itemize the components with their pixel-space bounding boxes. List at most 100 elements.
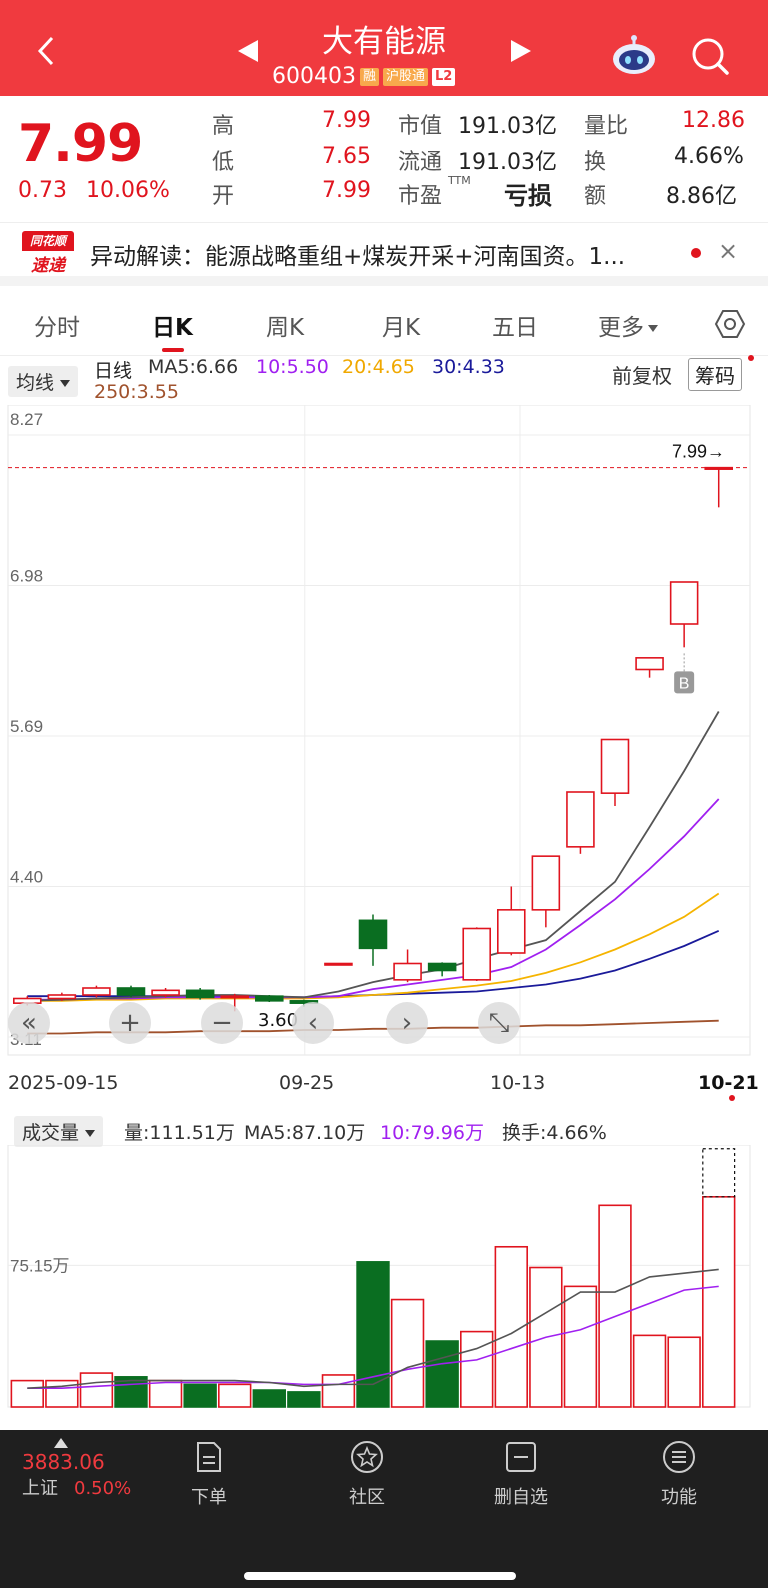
date-axis: 2025-09-15 09-25 10-13 10-21 <box>0 1058 768 1104</box>
remove-watchlist-button[interactable]: 删自选 <box>476 1440 566 1509</box>
candle-body <box>47 994 77 1000</box>
amount-value: 8.86亿 <box>666 184 737 209</box>
tab-weekly-k[interactable]: 周K <box>266 315 305 341</box>
volume-bar <box>321 1374 356 1408</box>
turnover-value: 4.66% <box>674 144 744 169</box>
tab-daily-k[interactable]: 日K <box>152 315 193 341</box>
home-indicator <box>244 1572 516 1580</box>
chip-distribution-button[interactable]: 筹码 <box>688 358 742 391</box>
candle-body <box>704 466 733 470</box>
scroll-left-button[interactable]: ‹ <box>292 1002 334 1044</box>
prev-stock-icon[interactable] <box>238 40 258 62</box>
close-alert-button[interactable]: × <box>718 237 739 265</box>
zoom-out-button[interactable]: − <box>201 1002 243 1044</box>
line-type-label: 日线 <box>94 360 133 382</box>
price-axis-label: 4.40 <box>10 868 43 887</box>
candle-body <box>393 962 422 981</box>
search-icon[interactable] <box>690 36 730 76</box>
community-button[interactable]: 社区 <box>322 1440 412 1509</box>
candle-body <box>635 657 664 671</box>
volume-bar <box>667 1336 701 1408</box>
next-stock-icon[interactable] <box>511 40 531 62</box>
pe-ttm-label: TTM <box>448 174 471 187</box>
volume-bar <box>598 1204 632 1408</box>
zoom-in-button[interactable]: + <box>109 1002 151 1044</box>
functions-button[interactable]: 功能 <box>634 1440 724 1509</box>
ma20-line <box>27 892 720 1002</box>
ma5-line <box>27 711 720 1002</box>
candle-body <box>600 738 630 794</box>
volume-bar <box>252 1389 286 1408</box>
date-mid1: 09-25 <box>279 1072 335 1094</box>
price-axis-label: 5.69 <box>10 717 43 736</box>
turnover-label: 换 <box>584 150 607 175</box>
community-star-icon <box>351 1441 383 1473</box>
remove-watchlist-label: 删自选 <box>494 1487 548 1508</box>
tab-five-day[interactable]: 五日 <box>492 315 538 341</box>
pe-value: 亏损 <box>504 182 552 210</box>
low-value: 7.65 <box>322 144 371 169</box>
scroll-start-button[interactable]: « <box>8 1002 50 1044</box>
scroll-right-button[interactable]: › <box>386 1002 428 1044</box>
index-widget[interactable]: 3883.06 上证 0.50% <box>22 1450 131 1500</box>
document-icon <box>197 1442 221 1472</box>
last-price-tag: 7.99→ <box>672 442 725 462</box>
ma20-value: 20:4.65 <box>342 356 415 378</box>
order-button[interactable]: 下单 <box>164 1440 254 1509</box>
settings-icon[interactable] <box>714 308 746 340</box>
high-value: 7.99 <box>322 108 371 133</box>
candle-body <box>185 989 215 999</box>
index-name: 上证 <box>22 1478 58 1499</box>
open-label: 开 <box>212 184 235 209</box>
ma5-value: MA5:6.66 <box>148 356 239 378</box>
community-label: 社区 <box>349 1487 385 1508</box>
volume-legend: 成交量 量:111.51万 MA5:87.10万 10:79.96万 换手:4.… <box>0 1108 768 1148</box>
buy-marker-box <box>674 671 695 694</box>
mcap-label: 市值 <box>398 114 443 139</box>
chart-controls: « + − 3.60 ‹ › ⤡ <box>0 996 768 1050</box>
kline-chart[interactable]: B 8.276.985.694.403.117.99→ <box>0 405 768 1060</box>
tab-intraday[interactable]: 分时 <box>34 315 80 341</box>
volume-chart[interactable]: 75.15万 <box>0 1145 768 1415</box>
candle-body <box>116 987 146 996</box>
candle-body <box>497 909 526 954</box>
chevron-down-icon <box>648 325 658 332</box>
connect-badge: 沪股通 <box>383 67 429 86</box>
active-tab-indicator <box>162 348 184 352</box>
volume-bar <box>183 1383 217 1408</box>
volume-bar <box>702 1196 736 1408</box>
kline-frame <box>7 405 751 1056</box>
adjust-mode-button[interactable]: 前复权 <box>612 364 672 388</box>
volume-bar <box>494 1245 528 1408</box>
candle-body <box>220 995 249 999</box>
open-value: 7.99 <box>322 178 371 203</box>
functions-label: 功能 <box>661 1487 697 1508</box>
index-value: 3883.06 <box>22 1450 105 1474</box>
volume-bar <box>632 1334 667 1408</box>
date-dot-icon <box>729 1095 735 1101</box>
volume-turnover: 换手:4.66% <box>502 1122 607 1144</box>
header: 大有能源 600403 融 沪股通 L2 <box>0 0 768 96</box>
volume-selector[interactable]: 成交量 <box>14 1116 104 1147</box>
volume-value: 量:111.51万 <box>124 1122 235 1144</box>
ai-robot-icon[interactable] <box>610 32 658 76</box>
price-axis-label: 6.98 <box>10 567 43 586</box>
price-change-pct: 10.06% <box>86 178 170 203</box>
volume-ma5: MA5:87.10万 <box>244 1122 366 1144</box>
fullscreen-button[interactable]: ⤡ <box>478 1002 520 1044</box>
alert-bar[interactable]: 同花顺 速递 异动解读：能源战略重组+煤炭开采+河南国资。1... × <box>0 222 768 286</box>
tab-monthly-k[interactable]: 月K <box>382 315 421 341</box>
stock-code-row: 600403 融 沪股通 L2 <box>272 64 456 89</box>
tab-more[interactable]: 更多 <box>598 308 658 342</box>
back-arrow-icon[interactable] <box>30 34 64 68</box>
amount-label: 额 <box>584 184 607 209</box>
volume-bar <box>218 1383 252 1408</box>
volratio-label: 量比 <box>584 114 629 139</box>
ma-selector[interactable]: 均线 <box>8 366 79 397</box>
l2-badge: L2 <box>432 67 456 86</box>
stock-code: 600403 <box>272 64 356 89</box>
alert-text[interactable]: 异动解读：能源战略重组+煤炭开采+河南国资。1... <box>90 244 626 270</box>
candle-body <box>82 987 111 996</box>
ma-selector-label: 均线 <box>16 372 55 394</box>
candle-body <box>324 962 353 966</box>
